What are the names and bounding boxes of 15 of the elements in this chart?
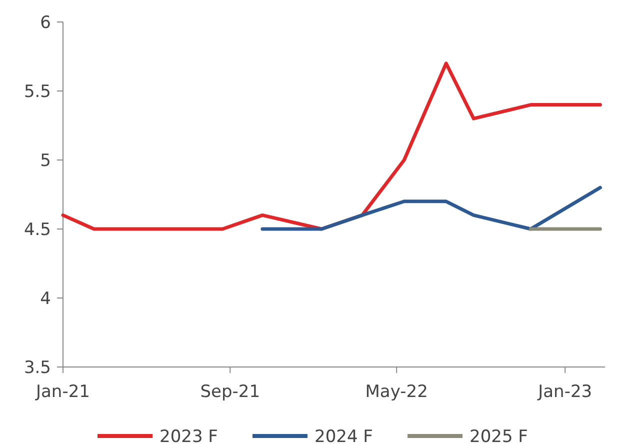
x-tick-label: May-22: [365, 382, 428, 402]
line-series: [61, 62, 602, 231]
y-tick-label: 6: [40, 12, 51, 33]
y-tick-label: 5: [40, 150, 51, 171]
y-tick-label: 3.5: [24, 358, 51, 378]
y-tick-label: 5.5: [24, 82, 51, 102]
legend-label: 2024 F: [314, 426, 373, 447]
x-tick-label: Jan-23: [537, 382, 592, 402]
y-tick-label: 4: [40, 288, 51, 309]
y-tick-label: 4.5: [24, 220, 51, 240]
line-series: [260, 186, 602, 231]
legend-label: 2023 F: [160, 426, 218, 447]
legend-label: 2025 F: [470, 426, 528, 447]
x-tick-label: Jan-21: [35, 382, 90, 402]
x-tick-label: Sep-21: [200, 382, 260, 402]
